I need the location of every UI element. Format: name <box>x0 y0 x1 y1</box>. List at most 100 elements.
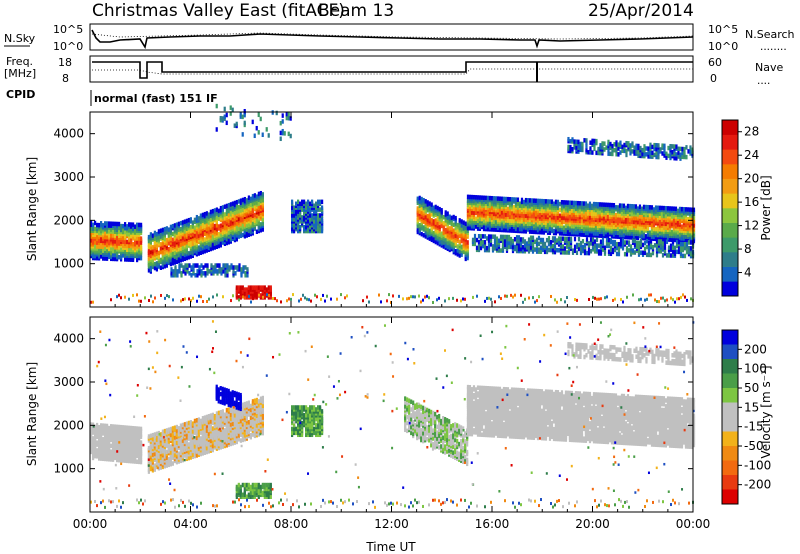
echo-cell <box>108 221 111 226</box>
echo-cell <box>311 228 314 234</box>
echo-cell <box>195 230 198 236</box>
echo-cell <box>645 146 648 151</box>
echo-cell <box>239 112 242 117</box>
echo-cell <box>290 297 292 301</box>
echo-cell <box>255 229 258 235</box>
echo-cell <box>501 242 505 247</box>
echo-cell <box>558 207 562 213</box>
echo-cell <box>659 147 662 152</box>
echo-cell <box>685 154 688 160</box>
echo-cell <box>581 141 584 147</box>
echo-cell <box>675 144 678 149</box>
echo-cell <box>200 295 202 299</box>
echo-cell <box>594 201 598 207</box>
echo-cell <box>171 223 174 229</box>
echo-cell <box>632 215 636 221</box>
echo-cell <box>124 222 127 227</box>
echo-cell <box>249 202 252 208</box>
echo-cell <box>547 236 551 241</box>
echo-cell <box>500 210 504 215</box>
echo-cell <box>623 251 627 257</box>
echo-cell <box>276 299 278 303</box>
echo-cell <box>510 226 514 231</box>
echo-cell <box>623 148 626 154</box>
echo-cell <box>545 237 549 243</box>
echo-cell <box>667 253 671 258</box>
echo-cell <box>299 201 302 207</box>
echo-cell <box>293 205 296 210</box>
echo-cell <box>173 250 176 256</box>
echo-cell <box>508 197 512 202</box>
echo-cell <box>629 150 632 156</box>
nave-tick-top: 60 <box>708 56 722 69</box>
echo-cell <box>196 263 199 268</box>
echo-cell <box>538 295 540 299</box>
nsearch-trace <box>91 32 694 40</box>
echo-cell <box>621 242 625 247</box>
echo-cell <box>637 240 641 246</box>
echo-cell <box>510 293 512 297</box>
echo-cell <box>159 242 162 247</box>
echo-cell <box>200 269 203 274</box>
echo-cell <box>681 253 685 259</box>
echo-cell <box>614 218 618 224</box>
echo-cell <box>232 269 235 274</box>
echo-cell <box>200 263 203 268</box>
echo-cell <box>647 252 651 258</box>
echo-cell <box>537 247 541 252</box>
echo-cell <box>309 201 312 207</box>
echo-cell <box>636 206 640 211</box>
echo-cell <box>209 217 212 223</box>
echo-cell <box>668 206 672 211</box>
echo-cell <box>511 244 515 250</box>
echo-cell <box>612 224 616 229</box>
power-colorbar-cell <box>722 237 738 253</box>
echo-cell <box>257 130 260 135</box>
echo-cell <box>303 199 306 205</box>
echo-cell <box>192 267 195 272</box>
echo-cell <box>189 217 192 222</box>
echo-cell <box>168 295 170 299</box>
echo-cell <box>226 273 229 278</box>
echo-cell <box>581 244 585 250</box>
echo-cell <box>500 296 502 300</box>
echo-cell <box>671 144 674 149</box>
power-colorbar-cell <box>722 252 738 267</box>
echo-cell <box>610 202 614 208</box>
echo-cell <box>204 271 207 276</box>
echo-cell <box>197 227 200 233</box>
echo-cell <box>528 198 532 203</box>
echo-cell <box>195 222 198 228</box>
echo-cell <box>591 237 595 242</box>
echo-cell <box>506 206 510 212</box>
echo-cell <box>637 248 641 253</box>
echo-cell <box>170 267 173 272</box>
echo-cell <box>259 293 262 298</box>
echo-cell <box>450 225 453 230</box>
echo-cell <box>313 219 316 224</box>
echo-cell <box>180 263 183 268</box>
echo-cell <box>174 265 177 270</box>
echo-cell <box>232 265 235 270</box>
echo-cell <box>677 249 681 255</box>
echo-cell <box>300 297 302 301</box>
echo-cell <box>666 298 668 302</box>
echo-cell <box>428 296 430 300</box>
echo-cell <box>324 299 326 303</box>
echo-cell <box>424 214 427 220</box>
echo-cell <box>346 294 348 298</box>
echo-cell <box>438 212 441 218</box>
echo-cell <box>182 298 184 302</box>
echo-cell <box>640 233 644 239</box>
echo-cell <box>660 296 662 300</box>
echo-cell <box>649 150 652 155</box>
echo-cell <box>155 231 158 237</box>
echo-cell <box>233 226 236 231</box>
echo-cell <box>317 199 320 205</box>
echo-cell <box>301 199 304 205</box>
echo-cell <box>518 201 522 206</box>
echo-cell <box>487 247 491 253</box>
echo-cell <box>136 253 139 259</box>
echo-cell <box>233 233 236 239</box>
echo-cell <box>490 205 494 211</box>
